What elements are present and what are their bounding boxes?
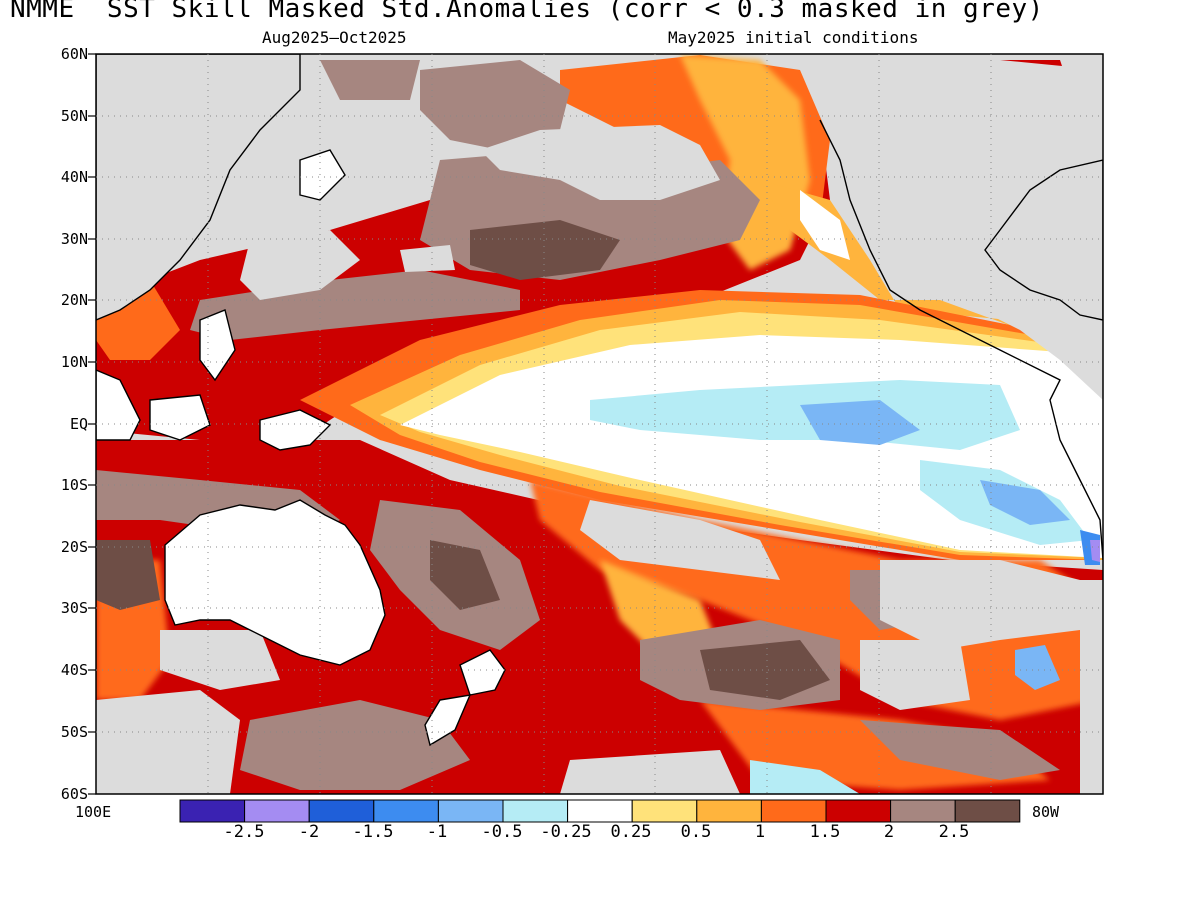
colorbar-swatch [567,799,633,823]
colorbar-tick: 0.5 [680,822,712,842]
australia-outline [164,499,386,666]
colorbar-swatch [825,799,892,823]
lat-label-30s: 30S [60,599,88,617]
colorbar-swatch [373,799,439,823]
forecast-period: Aug2025–Oct2025 [262,28,407,47]
colorbar-tick: 0.25 [610,822,652,842]
sumatra-outline [96,369,141,441]
lat-label-eq: EQ [69,415,88,433]
americas-coastline [819,119,1103,561]
colorbar-tick: 1 [754,822,766,842]
north-america-east-outline [984,159,1103,321]
colorbar-swatch [502,799,569,823]
lat-label-10n: 10N [60,353,88,371]
colorbar-tick: 2.5 [938,822,970,842]
colorbar-swatch [760,799,827,823]
japan-outline [299,149,346,201]
colorbar-swatch [954,799,1021,823]
colorbar-tick: -2.5 [223,822,265,842]
map-title: NMME SST Skill Masked Std.Anomalies (cor… [10,0,1044,24]
colorbar-tick: 2 [883,822,895,842]
lat-label-40s: 40S [60,661,88,679]
colorbar-swatch [308,799,375,823]
equatorial-cold-tongue [300,175,1103,794]
lat-label-60s: 60S [60,785,88,803]
new-zealand-north-outline [459,649,506,696]
land-masses [96,54,1103,747]
lon-label-right: 80W [1032,803,1060,821]
lat-label-20n: 20N [60,291,88,309]
colorbar-tick: -2 [298,822,320,842]
lat-label-10s: 10S [60,476,88,494]
colorbar-swatch [244,799,310,823]
philippines-outline [199,309,236,382]
borneo-outline [149,394,211,441]
colorbar-tick: -1.5 [352,822,394,842]
axis-ticks [88,53,96,795]
colorbar-swatch [696,799,762,823]
lon-label-left: 100E [75,803,112,821]
colorbar-tick: 1.5 [809,822,841,842]
colorbar-tick: -0.25 [540,822,592,842]
colorbar-swatch [890,799,956,823]
initial-conditions: May2025 initial conditions [668,28,919,47]
lat-label-40n: 40N [60,168,88,186]
lat-label-60n: 60N [60,45,88,63]
colorbar [179,799,1021,823]
lat-label-20s: 20S [60,538,88,556]
lat-label-30n: 30N [60,230,88,248]
colorbar-swatch [437,799,504,823]
new-zealand-south-outline [424,694,472,747]
new-guinea-outline [259,409,332,451]
colorbar-swatch [179,799,246,823]
colorbar-tick: -0.5 [481,822,523,842]
colorbar-swatch [631,799,698,823]
lat-label-50n: 50N [60,107,88,125]
lat-label-50s: 50S [60,723,88,741]
colorbar-tick: -1 [426,822,448,842]
